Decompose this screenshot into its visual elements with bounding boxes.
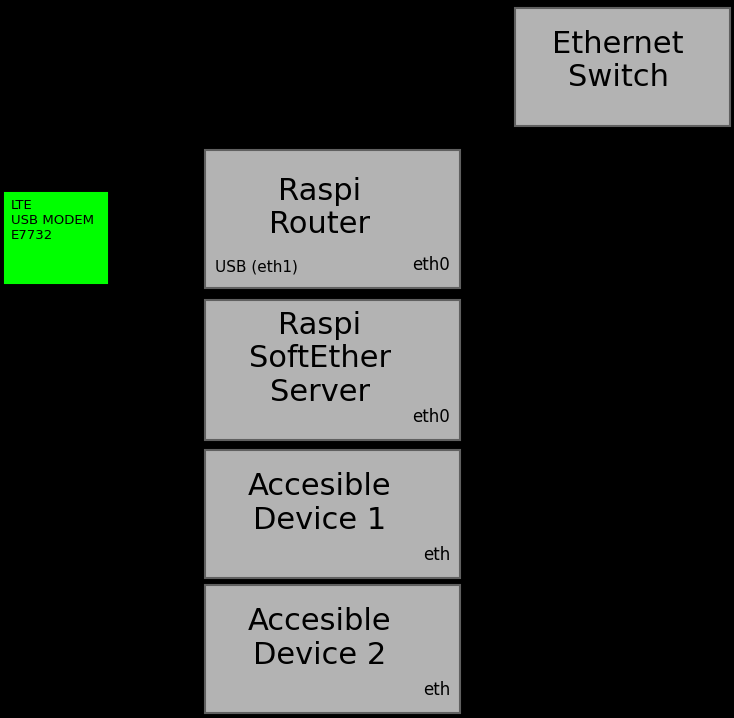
FancyBboxPatch shape [205, 585, 460, 713]
Text: eth0: eth0 [413, 408, 450, 426]
FancyBboxPatch shape [205, 450, 460, 578]
FancyBboxPatch shape [205, 300, 460, 440]
Text: Accesible
Device 2: Accesible Device 2 [248, 607, 391, 670]
FancyBboxPatch shape [205, 150, 460, 288]
Text: Ethernet
Switch: Ethernet Switch [553, 30, 684, 93]
FancyBboxPatch shape [515, 8, 730, 126]
Text: Accesible
Device 1: Accesible Device 1 [248, 472, 391, 535]
Text: eth0: eth0 [413, 256, 450, 274]
Text: Raspi
SoftEther
Server: Raspi SoftEther Server [249, 311, 390, 407]
Text: eth: eth [423, 681, 450, 699]
Text: Raspi
Router: Raspi Router [269, 177, 371, 239]
Text: LTE
USB MODEM
E7732: LTE USB MODEM E7732 [11, 199, 94, 242]
Text: USB (eth1): USB (eth1) [215, 259, 298, 274]
Text: eth: eth [423, 546, 450, 564]
FancyBboxPatch shape [5, 193, 107, 283]
